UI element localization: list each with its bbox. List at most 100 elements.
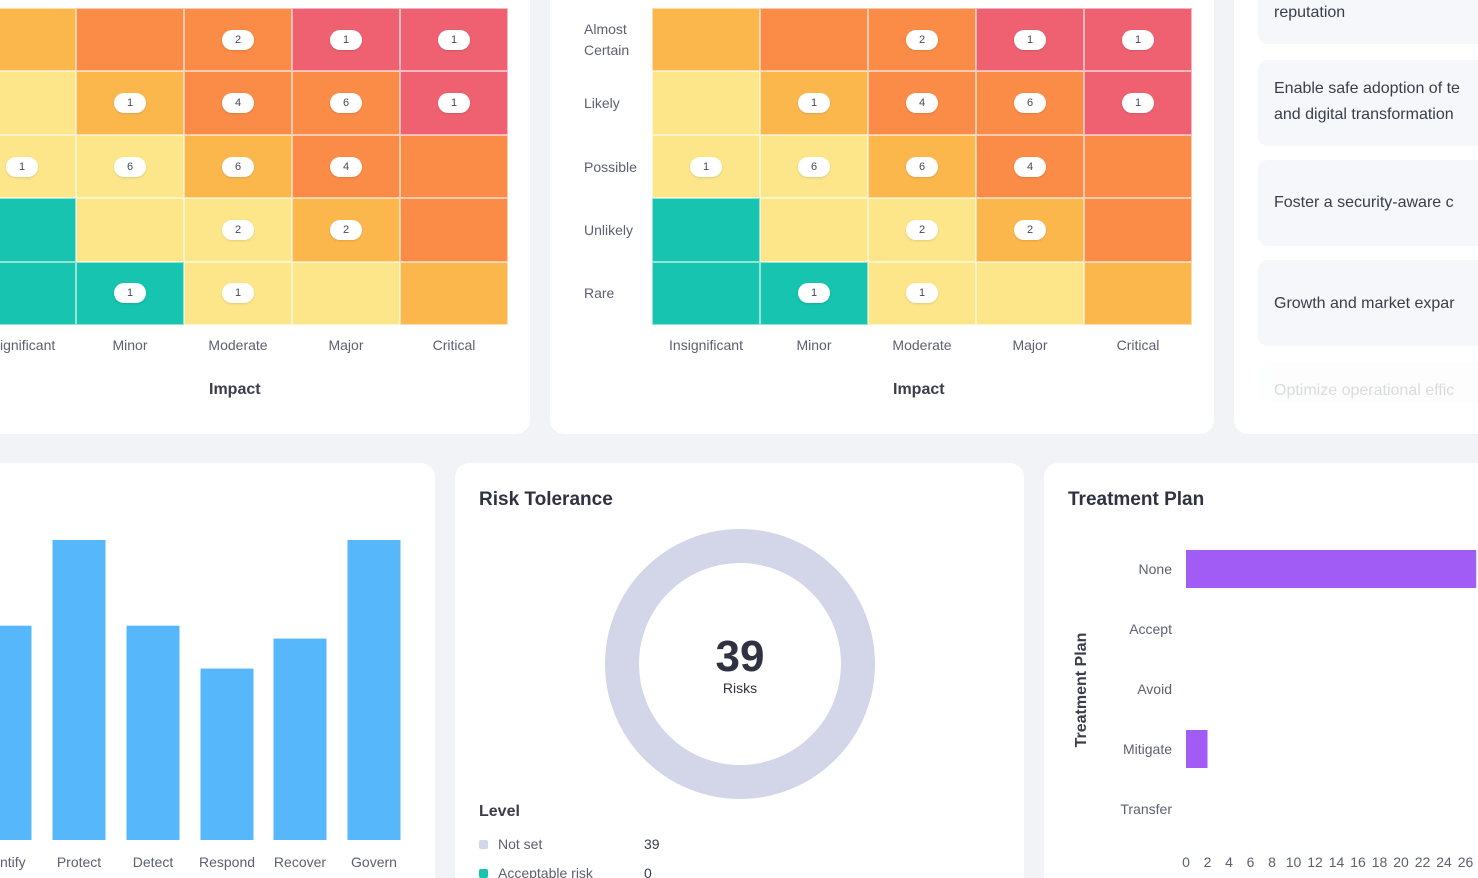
heatmap-cell[interactable] <box>292 8 400 72</box>
legend-swatch <box>479 869 488 878</box>
treatment-plan-title: Treatment Plan <box>1068 489 1205 510</box>
treatment-plan-card <box>1044 463 1478 878</box>
legend-label: Acceptable risk <box>498 865 593 878</box>
heatmap-cell[interactable] <box>976 261 1084 325</box>
heatmap-count-badge[interactable]: 6 <box>114 156 146 177</box>
heatmap-count-badge[interactable]: 4 <box>222 93 254 114</box>
bar-detect[interactable] <box>126 625 180 840</box>
impact-label: Critical <box>432 337 476 353</box>
objective-item-security-culture[interactable]: Foster a security-aware c <box>1258 160 1478 246</box>
heatmap-count-badge[interactable]: 1 <box>6 156 38 177</box>
donut-total-label: Risks <box>722 680 758 696</box>
objective-item-operational-efficiency[interactable]: Optimize operational effic <box>1258 362 1478 402</box>
objective-label: reputation <box>1274 4 1346 21</box>
heatmap-cell[interactable] <box>0 198 76 262</box>
functions-bar-chart: ntify Protect Detect Respond Recover Govern <box>0 540 401 870</box>
impact-axis-title-left: Impact <box>209 381 261 398</box>
heatmap-cell[interactable] <box>760 198 868 262</box>
risk-tolerance-donut <box>605 529 875 799</box>
objective-item-digital-transformation[interactable]: Enable safe adoption of te and digital t… <box>1258 60 1478 146</box>
bar-respond[interactable] <box>200 668 254 840</box>
heatmap-cell[interactable] <box>1084 198 1192 262</box>
heatmap-count-badge[interactable]: 4 <box>330 156 362 177</box>
heatmap-cell[interactable] <box>0 71 76 135</box>
impact-label: Moderate <box>208 337 268 353</box>
heatmap-cell[interactable] <box>652 134 760 199</box>
heatmap-count-badge[interactable]: 1 <box>438 29 470 50</box>
risk-tolerance-title: Risk Tolerance <box>479 489 613 510</box>
bar-govern[interactable] <box>347 540 401 840</box>
bar-category-label: Govern <box>351 854 397 870</box>
heatmap-cell[interactable] <box>760 8 868 72</box>
heatmap-count-badge[interactable]: 6 <box>906 156 938 177</box>
heatmap-cell[interactable] <box>652 8 760 72</box>
heatmap-count-badge[interactable]: 1 <box>1122 29 1154 50</box>
legend-title: Level <box>479 803 520 820</box>
heatmap-cell[interactable] <box>400 261 508 325</box>
heatmap-count-badge[interactable]: 4 <box>1014 156 1046 177</box>
heatmap-cell[interactable] <box>0 8 76 72</box>
objective-label: Optimize operational effic <box>1274 382 1455 399</box>
objective-label-line1: Enable safe adoption of te <box>1274 80 1460 97</box>
heatmap-count-badge[interactable]: 1 <box>798 93 830 114</box>
heatmap-count-badge[interactable]: 1 <box>690 156 722 177</box>
bar-category-label: Protect <box>57 854 101 870</box>
bar-category-label: Recover <box>274 854 326 870</box>
heatmap-count-badge[interactable]: 1 <box>438 93 470 114</box>
heatmap-cell[interactable] <box>400 198 508 262</box>
bar-recover[interactable] <box>273 638 327 840</box>
impact-label: Moderate <box>892 337 952 353</box>
heatmap-cell[interactable] <box>0 261 76 325</box>
likelihood-label: Almost Certain <box>584 20 630 58</box>
objective-item-reputation[interactable]: reputation <box>1258 0 1478 44</box>
heatmap-count-badge[interactable]: 1 <box>114 283 146 304</box>
heatmap-cell[interactable] <box>1084 134 1192 199</box>
heatmap-cell[interactable] <box>76 198 184 262</box>
heatmap-count-badge[interactable]: 6 <box>1014 93 1046 114</box>
legend-count: 0 <box>644 865 652 878</box>
heatmap-count-badge[interactable]: 2 <box>222 219 254 240</box>
likelihood-label: Possible <box>584 158 637 175</box>
heatmap-cell[interactable] <box>184 261 292 325</box>
heatmap-count-badge[interactable]: 2 <box>906 219 938 240</box>
heatmap-count-badge[interactable]: 1 <box>906 283 938 304</box>
impact-label: Insignificant <box>669 337 743 353</box>
legend-count: 39 <box>644 836 660 852</box>
heatmap-count-badge[interactable]: 1 <box>798 283 830 304</box>
heatmap-cell[interactable] <box>1084 261 1192 325</box>
heatmap-cell[interactable] <box>652 261 760 325</box>
heatmap-cell[interactable] <box>292 261 400 325</box>
heatmap-count-badge[interactable]: 6 <box>330 93 362 114</box>
heatmap-count-badge[interactable]: 1 <box>222 283 254 304</box>
heatmap-count-badge[interactable]: 1 <box>114 93 146 114</box>
heatmap-count-badge[interactable]: 1 <box>1014 29 1046 50</box>
heatmap-count-badge[interactable]: 2 <box>330 219 362 240</box>
impact-label: Major <box>1012 337 1048 353</box>
objective-label: Growth and market expar <box>1274 295 1455 312</box>
likelihood-label: Unlikely <box>584 221 634 238</box>
heatmap-count-badge[interactable]: 2 <box>1014 219 1046 240</box>
heatmap-count-badge[interactable]: 2 <box>906 29 938 50</box>
heatmap-cell[interactable] <box>400 134 508 199</box>
heatmap-count-badge[interactable]: 1 <box>1122 93 1154 114</box>
heatmap-count-badge[interactable]: 1 <box>330 29 362 50</box>
heatmap-count-badge[interactable]: 6 <box>222 156 254 177</box>
heatmap-cell[interactable] <box>652 71 760 135</box>
bar-category-label: Detect <box>133 854 174 870</box>
heatmap-count-badge[interactable]: 2 <box>222 29 254 50</box>
impact-label: Major <box>328 337 364 353</box>
impact-label: ignificant <box>0 337 56 353</box>
objective-label-line2: and digital transformation <box>1274 106 1454 123</box>
bar-protect[interactable] <box>52 540 106 840</box>
heatmap-count-badge[interactable]: 4 <box>906 93 938 114</box>
impact-label: Minor <box>112 337 148 353</box>
legend-swatch <box>479 840 488 849</box>
likelihood-label: Likely <box>584 95 620 112</box>
objective-item-growth[interactable]: Growth and market expar <box>1258 260 1478 346</box>
impact-axis-title-right: Impact <box>893 381 945 398</box>
heatmap-count-badge[interactable]: 6 <box>798 156 830 177</box>
bar-ntify[interactable] <box>0 625 32 840</box>
bar-category-label: ntify <box>0 854 26 870</box>
heatmap-cell[interactable] <box>652 198 760 262</box>
heatmap-cell[interactable] <box>76 8 184 72</box>
